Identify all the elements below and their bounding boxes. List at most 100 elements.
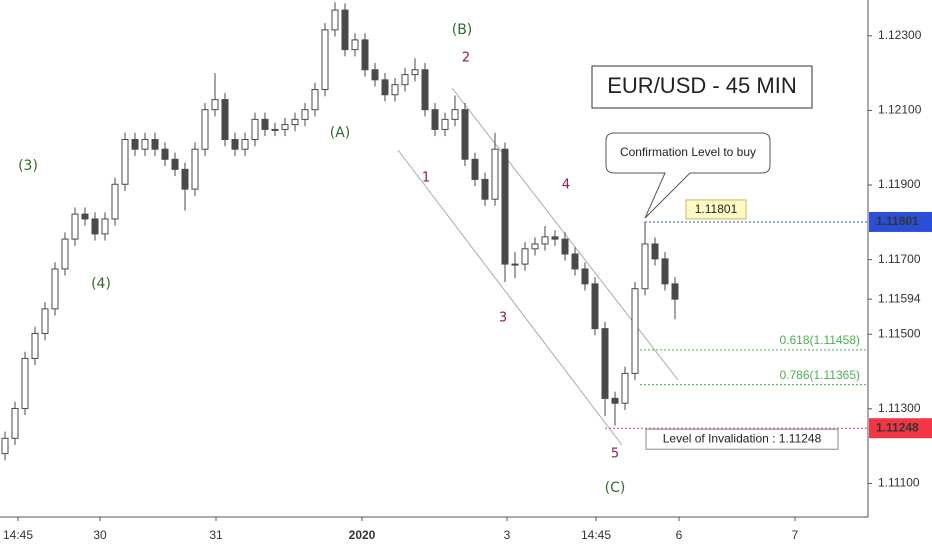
- candle-body: [511, 263, 519, 266]
- candle-body: [161, 148, 169, 160]
- candle-body: [571, 253, 579, 270]
- price-tag: [869, 418, 932, 439]
- candle-body: [231, 139, 239, 150]
- x-tick-label: 6: [676, 528, 683, 542]
- candle-body: [351, 39, 359, 51]
- candle-body: [391, 84, 399, 96]
- candle-body: [671, 283, 679, 300]
- level-note-box: [645, 428, 839, 450]
- chart-title: EUR/USD - 45 MIN: [607, 73, 796, 98]
- candle-body: [191, 148, 199, 190]
- candle-body: [651, 243, 659, 260]
- candle-body: [261, 118, 269, 130]
- y-tick-label: 1.11100: [878, 476, 920, 490]
- x-tick-label: 2020: [349, 528, 376, 542]
- candle-body: [281, 124, 289, 130]
- y-tick-label: 1.11500: [878, 326, 921, 340]
- candle-body: [491, 148, 499, 200]
- x-tick-label: 7: [792, 528, 799, 542]
- price-tag: [869, 211, 932, 232]
- candle-body: [531, 243, 539, 250]
- candle-body: [591, 283, 599, 330]
- level-note: Level of Invalidation : 1.11248: [663, 431, 822, 445]
- candle-body: [381, 79, 389, 96]
- wave-label: (A): [330, 125, 351, 141]
- candle-body: [631, 288, 639, 374]
- candle-body: [131, 139, 139, 150]
- wave-label: 1: [422, 171, 430, 186]
- candle-body: [291, 118, 299, 126]
- wave-label: 2: [462, 51, 470, 66]
- candle-body: [151, 139, 159, 150]
- candle-body: [171, 158, 179, 170]
- candle-body: [331, 9, 339, 31]
- x-tick-label: 14:45: [581, 528, 611, 542]
- candle-body: [341, 9, 349, 51]
- y-tick-label: 1.12100: [878, 103, 922, 117]
- wave-label: (B): [452, 22, 473, 38]
- candle-body: [221, 99, 229, 141]
- y-tick-label: 1.11300: [878, 401, 921, 415]
- wave-label: (4): [91, 276, 111, 292]
- candle-body: [581, 268, 589, 285]
- candle-body: [371, 69, 379, 81]
- candle-body: [601, 328, 609, 399]
- title-box: [591, 65, 813, 109]
- candle-body: [71, 213, 79, 240]
- candle-body: [361, 39, 369, 71]
- candle-body: [21, 357, 29, 409]
- candle-body: [1, 437, 9, 455]
- x-tick-label: 31: [209, 528, 223, 542]
- candle-body: [541, 236, 549, 245]
- candle-body: [641, 243, 649, 290]
- candle-body: [441, 118, 449, 130]
- candle-body: [521, 248, 529, 265]
- candle-body: [31, 332, 39, 359]
- level-note-box: [685, 199, 747, 220]
- candle-body: [101, 218, 109, 235]
- candle-body: [81, 213, 89, 220]
- candle-body: [141, 139, 149, 150]
- wave-label: 4: [562, 178, 570, 193]
- candle-body: [111, 183, 119, 220]
- candle-body: [431, 109, 439, 130]
- candle-body: [451, 109, 459, 120]
- candle-body: [461, 109, 469, 160]
- candle-body: [11, 407, 19, 439]
- candle-body: [411, 69, 419, 76]
- level-note: 0.618(1.11458): [779, 333, 860, 347]
- candle-body: [271, 128, 279, 131]
- candle-body: [61, 238, 69, 270]
- y-tick-label: 1.11900: [878, 177, 921, 191]
- price-tag-label: 1.11801: [876, 214, 919, 228]
- y-tick-label: 1.12300: [878, 28, 922, 42]
- callout-text: Confirmation Level to buy: [620, 145, 756, 159]
- candle-body: [311, 89, 319, 111]
- candle-body: [211, 99, 219, 111]
- candle-body: [181, 168, 189, 190]
- candle-body: [661, 258, 669, 285]
- candle-body: [551, 236, 559, 240]
- level-note: 1.11801: [695, 202, 738, 216]
- candle-body: [51, 268, 59, 310]
- channel-lower: [397, 149, 623, 446]
- candle-body: [621, 372, 629, 404]
- candle-body: [301, 109, 309, 120]
- x-tick-label: 30: [93, 528, 107, 542]
- candle-body: [201, 109, 209, 150]
- candle-body: [471, 158, 479, 180]
- candle-body: [421, 69, 429, 111]
- candle-body: [501, 148, 509, 265]
- candle-body: [321, 29, 329, 91]
- x-tick-label: 3: [504, 528, 511, 542]
- candle-body: [611, 397, 619, 404]
- wave-label: 5: [611, 447, 619, 462]
- callout-box: [605, 132, 771, 219]
- candle-body: [401, 74, 409, 86]
- current-price-label: 1.11594: [878, 291, 921, 305]
- candle-body: [561, 238, 569, 255]
- wave-label: 3: [499, 311, 507, 326]
- candle-body: [251, 118, 259, 141]
- price-tag-label: 1.11248: [876, 420, 919, 434]
- candle-body: [241, 139, 249, 150]
